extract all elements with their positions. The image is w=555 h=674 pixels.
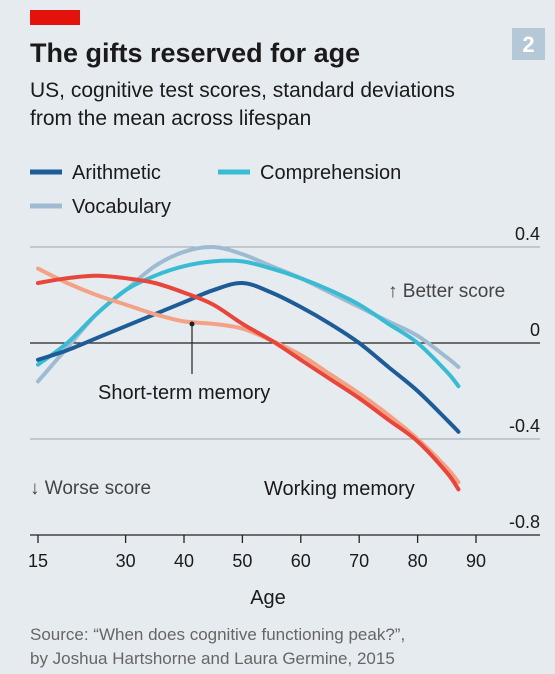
legend-label: Vocabulary <box>72 196 171 218</box>
annotation-dot <box>189 321 195 327</box>
x-tick-label: 80 <box>408 551 428 571</box>
x-tick-label: 30 <box>116 551 136 571</box>
x-tick-label: 50 <box>232 551 252 571</box>
line-series <box>36 244 461 384</box>
annotation: ↑ Better score <box>388 281 505 302</box>
badge: 2 <box>522 32 534 57</box>
x-tick-label: 70 <box>349 551 369 571</box>
y-tick-label: -0.4 <box>509 416 540 436</box>
badge-box <box>512 28 545 60</box>
x-tick-label: 15 <box>28 551 48 571</box>
line-series <box>36 273 461 492</box>
x-axis-title: Age <box>250 587 286 609</box>
x-tick-label: 40 <box>174 551 194 571</box>
y-tick-label: 0.4 <box>515 224 540 244</box>
source: Source: “When does cognitive functioning… <box>30 625 405 644</box>
legend-label: Comprehension <box>260 162 401 184</box>
y-tick-label: 0 <box>530 320 540 340</box>
subtitle: from the mean across lifespan <box>30 107 311 130</box>
chart-title: The gifts reserved for age <box>30 38 360 68</box>
series-label: Short-term memory <box>98 382 270 404</box>
brand-bar <box>30 10 80 25</box>
x-tick-label: 60 <box>291 551 311 571</box>
subtitle: US, cognitive test scores, standard devi… <box>30 79 455 102</box>
series-label: Working memory <box>264 478 415 500</box>
x-tick-label: 90 <box>466 551 486 571</box>
y-tick-label: -0.8 <box>509 512 540 532</box>
legend-label: Arithmetic <box>72 162 161 184</box>
annotation: ↓ Worse score <box>30 478 151 499</box>
line-series <box>36 280 461 434</box>
source: by Joshua Hartshorne and Laura Germine, … <box>30 649 395 668</box>
